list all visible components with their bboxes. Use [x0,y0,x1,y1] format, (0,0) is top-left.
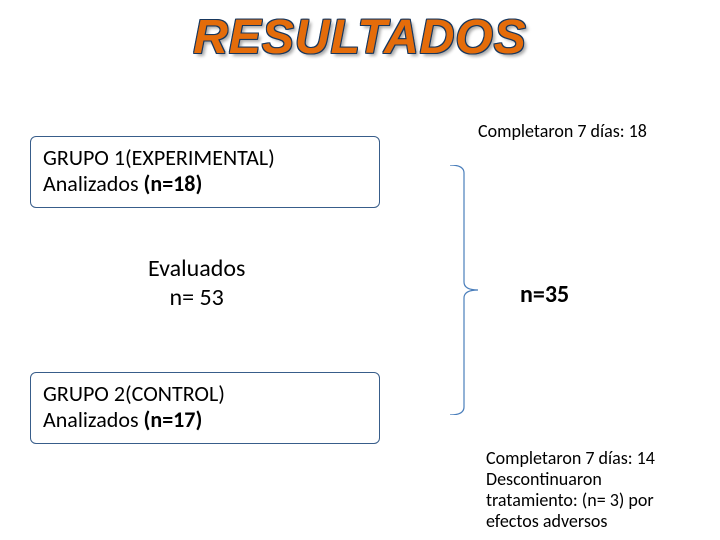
slide-root: RESULTADOS GRUPO 1(EXPERIMENTAL) Analiza… [0,0,720,540]
group1-line2-bold: (n=18) [144,170,203,197]
cbot-line3: tratamiento: (n= 3) por [486,490,655,511]
title-text: RESULTADOS [193,11,527,64]
cbot-line2: Descontinuaron [486,469,655,490]
completed-bottom: Completaron 7 días: 14 Descontinuaron tr… [486,448,655,532]
group2-line2-bold: (n=17) [144,406,203,433]
group2-line1: GRUPO 2(CONTROL) [43,381,367,407]
n35-label: n=35 [520,280,569,309]
cbot-line4: efectos adversos [486,511,655,532]
group2-line2: Analizados (n=17) [43,407,367,433]
brace-connector [450,165,478,415]
group1-box: GRUPO 1(EXPERIMENTAL) Analizados (n=18) [30,136,380,208]
group2-box: GRUPO 2(CONTROL) Analizados (n=17) [30,372,380,444]
group1-line1: GRUPO 1(EXPERIMENTAL) [43,145,367,171]
group2-line2-pre: Analizados [43,406,144,433]
group1-line2-pre: Analizados [43,170,144,197]
evaluados-label: Evaluados n= 53 [148,255,245,313]
slide-title: RESULTADOS [0,10,720,65]
evaluados-line1: Evaluados [148,255,245,284]
group1-line2: Analizados (n=18) [43,171,367,197]
evaluados-line2: n= 53 [148,284,245,313]
completed-top: Completaron 7 días: 18 [478,120,647,142]
cbot-line1: Completaron 7 días: 14 [486,448,655,469]
